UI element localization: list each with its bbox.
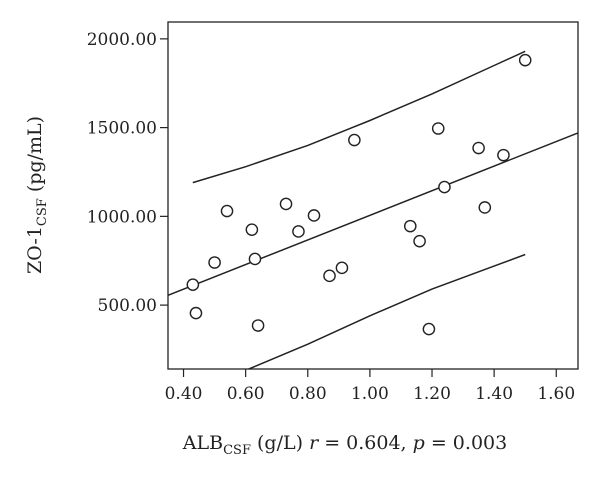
fit-line	[167, 132, 579, 296]
x-tick-label: 0.60	[227, 384, 265, 404]
y-tick-label: 2000.00	[87, 30, 157, 50]
data-point	[248, 252, 262, 266]
x-tick-label: 1.20	[413, 384, 451, 404]
y-axis-label: ZO-1CSF (pg/mL)	[24, 116, 50, 274]
data-point	[220, 204, 234, 218]
data-point	[251, 319, 265, 332]
x-tick-label: 1.60	[537, 384, 575, 404]
p-value: = 0.003	[425, 432, 507, 454]
upper-confidence-band	[192, 50, 526, 184]
data-point	[413, 234, 426, 248]
data-point	[403, 219, 417, 233]
x-tick-label: 1.40	[475, 384, 513, 404]
y-axis-label-unit: (pg/mL)	[24, 116, 46, 198]
data-point	[292, 225, 305, 238]
x-tick-label: 0.80	[289, 384, 327, 404]
data-point	[518, 53, 532, 67]
y-tick-label: 1000.00	[87, 207, 157, 227]
data-point	[478, 201, 492, 214]
data-points	[186, 53, 532, 336]
x-axis-label-unit: (g/L)	[251, 432, 309, 454]
p-symbol: p	[413, 432, 425, 454]
data-point	[348, 133, 361, 147]
x-axis-label-subscript: CSF	[223, 443, 251, 458]
plot-area	[167, 21, 579, 370]
data-point	[189, 306, 203, 320]
data-point	[208, 256, 221, 269]
data-point	[186, 278, 200, 291]
x-axis-label-main: ALB	[182, 432, 223, 454]
y-axis: 500.00 1000.00 1500.00 2000.00	[87, 30, 168, 316]
data-point	[472, 141, 485, 155]
plot-frame	[167, 21, 579, 370]
data-point	[431, 122, 445, 135]
x-tick-label: 1.00	[351, 384, 389, 404]
data-point	[497, 148, 510, 162]
x-axis-label: ALBCSF (g/L) r = 0.604, p = 0.003	[182, 432, 507, 458]
data-point	[279, 197, 293, 211]
r-symbol: r	[309, 432, 320, 454]
r-value: = 0.604,	[318, 432, 412, 454]
data-point	[438, 180, 451, 194]
regression-curves	[167, 50, 579, 370]
y-tick-label: 500.00	[98, 296, 157, 316]
y-tick-label: 1500.00	[87, 119, 157, 139]
lower-confidence-band	[248, 253, 526, 370]
data-point	[335, 261, 349, 275]
data-point	[245, 223, 259, 236]
data-point	[323, 269, 336, 283]
x-tick-label: 0.40	[165, 384, 203, 404]
y-axis-label-subscript: CSF	[35, 198, 50, 226]
data-point	[422, 322, 436, 336]
x-axis: 0.40 0.60 0.80 1.00 1.20 1.40 1.60	[165, 369, 575, 404]
data-point	[307, 209, 321, 222]
y-axis-label-main: ZO-1	[24, 226, 46, 274]
